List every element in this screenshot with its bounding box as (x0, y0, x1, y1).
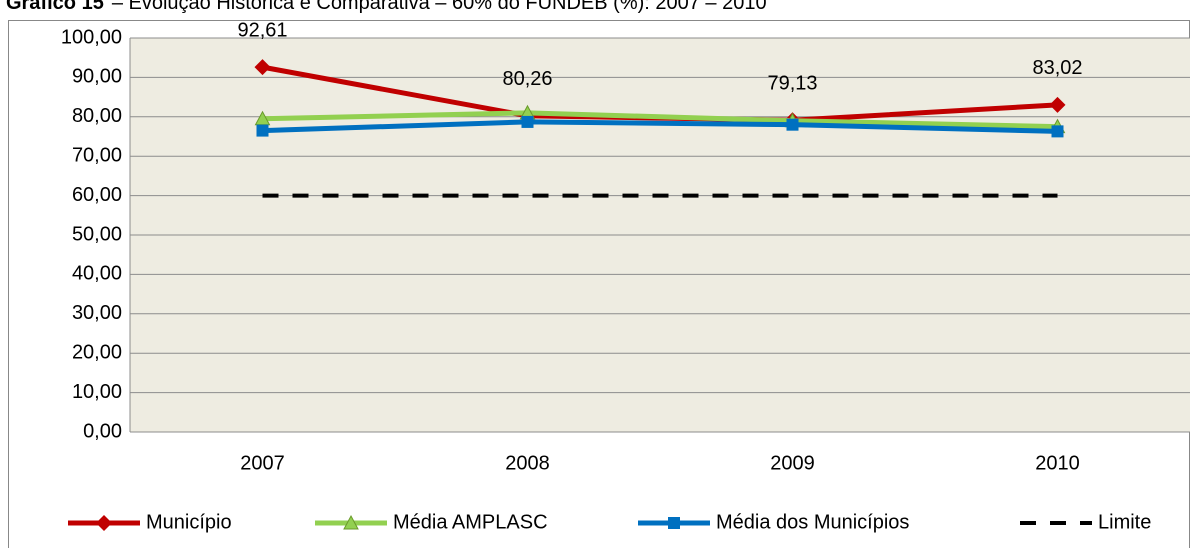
legend-marker (668, 517, 680, 529)
y-tick-label: 40,00 (72, 263, 122, 285)
data-label: 80,26 (502, 68, 552, 90)
y-tick-label: 70,00 (72, 144, 122, 166)
data-point (521, 115, 534, 128)
data-label: 79,13 (767, 73, 817, 95)
x-tick-label: 2010 (1035, 452, 1080, 474)
y-tick-label: 60,00 (72, 184, 122, 206)
y-tick-label: 30,00 (72, 302, 122, 324)
legend-label: Limite (1098, 511, 1151, 533)
chart-title: Gráfico 15 – Evolução Histórica e Compara… (6, 0, 767, 14)
y-tick-label: 0,00 (83, 420, 122, 442)
x-tick-label: 2007 (240, 452, 285, 474)
data-point (1051, 125, 1064, 138)
legend-marker (96, 515, 112, 531)
y-tick-label: 50,00 (72, 223, 122, 245)
data-point (254, 59, 271, 76)
y-tick-label: 90,00 (72, 66, 122, 88)
data-point (256, 124, 269, 137)
x-tick-label: 2009 (770, 452, 815, 474)
series-line (262, 110, 1058, 130)
legend-label: Média dos Municípios (716, 511, 909, 533)
y-tick-label: 20,00 (72, 341, 122, 363)
legend-marker (343, 514, 359, 530)
title-prefix: Gráfico 15 (6, 0, 104, 14)
title-text: – Evolução Histórica e Comparativa – 60%… (112, 0, 767, 14)
y-tick-label: 10,00 (72, 381, 122, 403)
y-tick-label: 80,00 (72, 105, 122, 127)
data-label: 83,02 (1032, 57, 1082, 79)
y-tick-label: 100,00 (61, 26, 122, 48)
data-point (786, 118, 799, 131)
series-line (262, 119, 1058, 134)
legend-label: Município (146, 511, 232, 533)
data-label: 92,61 (237, 19, 287, 41)
x-tick-label: 2008 (505, 452, 550, 474)
data-point (1049, 96, 1066, 113)
legend-label: Média AMPLASC (393, 511, 548, 533)
